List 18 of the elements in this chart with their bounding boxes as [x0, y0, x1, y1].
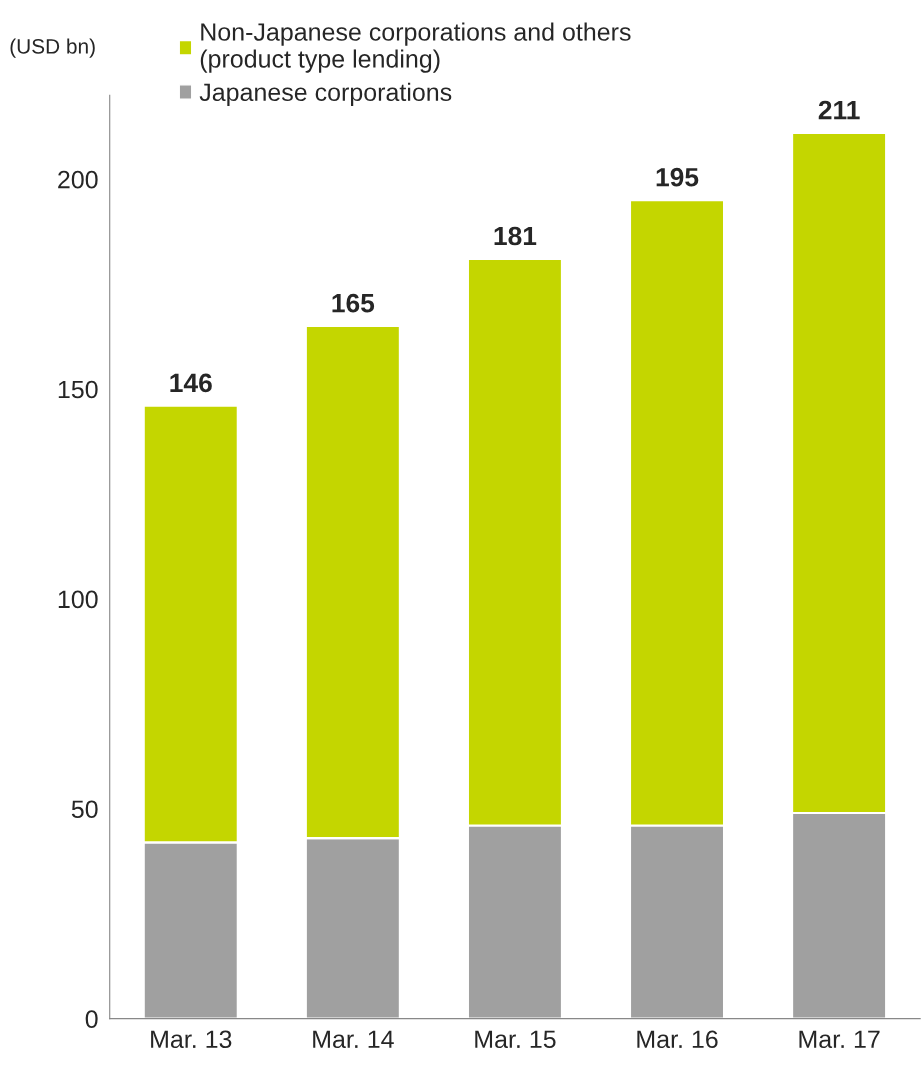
- x-tick-label: Mar. 16: [637, 1030, 718, 1049]
- legend-label: Non-Japanese corporations and others (product type lending): [200, 22, 631, 73]
- y-tick-label: 100: [58, 590, 98, 609]
- y-tick-label: 0: [85, 1010, 98, 1028]
- y-axis-title: (USD bn): [10, 38, 95, 58]
- y-tick-label: 200: [58, 170, 98, 189]
- total-label: 195: [656, 167, 699, 187]
- total-label: 165: [332, 293, 375, 313]
- legend-label: Japanese corporations: [199, 82, 452, 107]
- total-label: 146: [170, 373, 212, 393]
- total-label: 211: [818, 100, 860, 120]
- y-tick-label: 150: [58, 380, 98, 399]
- x-tick-label: Mar. 17: [799, 1030, 880, 1049]
- x-tick-label: Mar. 13: [151, 1030, 232, 1049]
- y-tick-label: 50: [71, 800, 98, 819]
- x-tick-label: Mar. 14: [313, 1030, 394, 1049]
- x-tick-label: Mar. 15: [475, 1030, 556, 1049]
- total-label: 181: [494, 226, 537, 246]
